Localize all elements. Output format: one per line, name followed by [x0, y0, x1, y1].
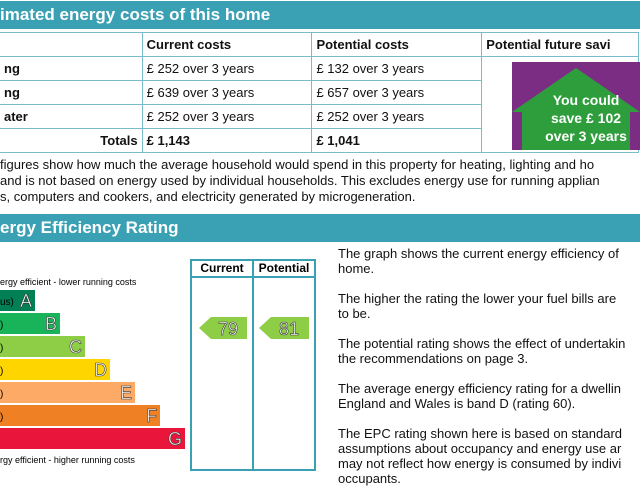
band-letter: G: [168, 429, 182, 449]
page: imated energy costs of this home Current…: [0, 0, 640, 486]
savings-line: save £ 102: [550, 110, 622, 126]
cell: ng: [0, 56, 143, 81]
paragraph-line: occupants.: [338, 471, 401, 486]
cell: £ 1,041: [311, 128, 483, 153]
band-range: ): [0, 389, 3, 400]
band-letter: B: [45, 314, 57, 334]
paragraph: The potential rating shows the effect of…: [338, 336, 625, 366]
explanation: The graph shows the current energy effic…: [338, 246, 625, 501]
paragraph-line: may not reflect how energy is consumed b…: [338, 456, 622, 471]
band-letter: C: [69, 337, 82, 357]
cell: Totals: [0, 128, 143, 153]
header: Current costs: [141, 32, 313, 57]
band-bar: [0, 290, 35, 311]
paragraph-line: The higher the rating the lower your fue…: [338, 291, 617, 306]
paragraph-line: The average energy efficiency rating for…: [338, 381, 622, 396]
note-line: and is not based on energy used by indiv…: [0, 173, 600, 188]
paragraph-line: The graph shows the current energy effic…: [338, 246, 619, 261]
column-header: Potential: [259, 261, 310, 275]
paragraph-line: to be.: [338, 306, 371, 321]
paragraph-line: the recommendations on page 3.: [338, 351, 529, 366]
band-range: us): [0, 297, 14, 308]
band-range: ): [0, 412, 3, 423]
paragraph-line: The potential rating shows the effect of…: [338, 336, 626, 351]
savings-line: You could: [552, 92, 620, 108]
rating-arrow: [199, 317, 247, 339]
cell: [0, 32, 143, 57]
paragraph: The average energy efficiency rating for…: [338, 381, 625, 411]
paragraph-line: The EPC rating shown here is based on st…: [338, 426, 623, 441]
band-bar: [0, 428, 185, 449]
costs-table: Current costs Potential costs Potential …: [0, 32, 639, 153]
band-letter: E: [120, 383, 132, 403]
section-title: imated energy costs of this home: [0, 1, 640, 29]
column-header: Current: [200, 261, 243, 275]
band-bar: [0, 359, 110, 380]
band-range: ): [0, 366, 3, 377]
savings-box: [512, 62, 640, 150]
rating-value: 81: [279, 319, 299, 339]
band-bar: [0, 313, 60, 334]
section-title: ergy Efficiency Rating: [0, 214, 640, 242]
note-line: figures show how much the average househ…: [0, 157, 595, 172]
paragraph-line: assumptions about occupancy and energy u…: [338, 441, 622, 456]
band-letter: D: [94, 360, 107, 380]
header: Potential costs: [311, 32, 483, 57]
band-bar: [0, 405, 160, 426]
rating-value: 79: [218, 319, 238, 339]
band-letter: F: [146, 406, 157, 426]
savings-line: over 3 years: [545, 128, 627, 144]
cell: £ 252 over 3 years: [141, 104, 313, 129]
paragraph-line: England and Wales is band D (rating 60).: [338, 396, 576, 411]
cell: £ 1,143: [141, 128, 313, 153]
scale-label: rgy efficient - higher running costs: [0, 455, 135, 465]
scale-label: ergy efficient - lower running costs: [0, 277, 137, 287]
cell: £ 252 over 3 years: [311, 104, 483, 129]
note-line: s, computers and cookers, and electricit…: [0, 189, 416, 204]
note: figures show how much the average househ…: [0, 157, 600, 205]
cell: £ 252 over 3 years: [141, 56, 313, 81]
cell: £ 639 over 3 years: [141, 80, 313, 105]
paragraph: The higher the rating the lower your fue…: [338, 291, 625, 321]
band-bar: [0, 336, 85, 357]
band-range: ): [0, 343, 3, 354]
cell: £ 657 over 3 years: [311, 80, 483, 105]
savings-text: You could save £ 102 over 3 years: [512, 91, 640, 145]
paragraph-line: home.: [338, 261, 375, 276]
cell: ater: [0, 104, 143, 129]
band-range: ): [0, 320, 3, 331]
paragraph: The EPC rating shown here is based on st…: [338, 426, 625, 486]
rating-arrow: [259, 317, 309, 339]
paragraph: The graph shows the current energy effic…: [338, 246, 625, 276]
header: Potential future savi: [481, 32, 639, 57]
rating-chart: Current Potential ergy efficient - lower r…: [0, 259, 316, 471]
cell: £ 132 over 3 years: [311, 56, 483, 81]
cell: ng: [0, 80, 143, 105]
band-bar: [0, 382, 135, 403]
band-letter: A: [20, 291, 32, 311]
